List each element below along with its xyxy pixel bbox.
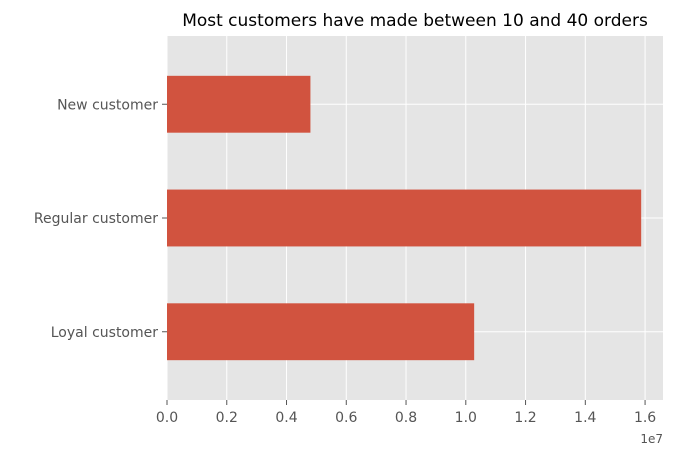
x-axis-ticks: 0.0 0.2 0.4 0.6 0.8 1.0 1.2 1.4 1.6 <box>156 400 656 426</box>
x-tick-label: 0.2 <box>216 410 238 426</box>
y-tick-label: Regular customer <box>34 211 158 227</box>
x-tick-label: 1.0 <box>455 410 477 426</box>
x-tick-label: 1.6 <box>634 410 656 426</box>
y-axis-ticks: Loyal customer Regular customer New custom… <box>34 97 167 341</box>
chart-title: Most customers have made between 10 and … <box>182 11 648 31</box>
x-axis-offset-label: 1e7 <box>640 432 663 446</box>
x-tick-label: 1.4 <box>574 410 596 426</box>
x-tick-label: 0.0 <box>156 410 178 426</box>
y-tick-label: New customer <box>57 97 158 113</box>
bar <box>167 189 642 247</box>
bar <box>167 75 311 133</box>
x-tick-label: 0.8 <box>395 410 417 426</box>
bar <box>167 303 475 361</box>
bars <box>167 75 642 361</box>
x-tick-label: 1.2 <box>514 410 536 426</box>
y-tick-label: Loyal customer <box>51 325 158 341</box>
x-tick-label: 0.4 <box>275 410 297 426</box>
x-tick-label: 0.6 <box>335 410 357 426</box>
